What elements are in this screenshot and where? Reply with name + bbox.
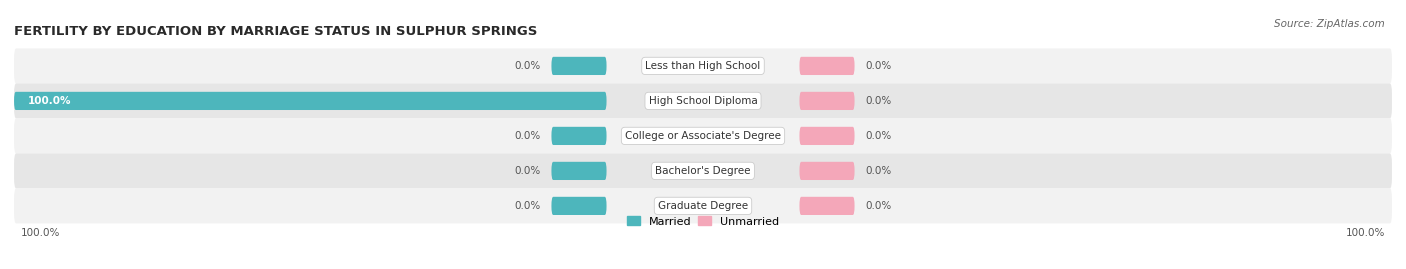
FancyBboxPatch shape [14,92,606,110]
Text: 100.0%: 100.0% [28,96,72,106]
Legend: Married, Unmarried: Married, Unmarried [627,216,779,227]
Text: 0.0%: 0.0% [515,131,541,141]
FancyBboxPatch shape [14,48,1392,83]
FancyBboxPatch shape [800,92,855,110]
Text: 100.0%: 100.0% [21,228,60,238]
Text: FERTILITY BY EDUCATION BY MARRIAGE STATUS IN SULPHUR SPRINGS: FERTILITY BY EDUCATION BY MARRIAGE STATU… [14,24,537,38]
FancyBboxPatch shape [551,162,606,180]
FancyBboxPatch shape [800,162,855,180]
Text: Source: ZipAtlas.com: Source: ZipAtlas.com [1274,19,1385,29]
FancyBboxPatch shape [551,127,606,145]
Text: College or Associate's Degree: College or Associate's Degree [626,131,780,141]
Text: 0.0%: 0.0% [865,96,891,106]
FancyBboxPatch shape [14,153,1392,188]
Text: Bachelor's Degree: Bachelor's Degree [655,166,751,176]
Text: Graduate Degree: Graduate Degree [658,201,748,211]
FancyBboxPatch shape [14,83,1392,118]
Text: 0.0%: 0.0% [515,61,541,71]
FancyBboxPatch shape [800,57,855,75]
Text: Less than High School: Less than High School [645,61,761,71]
Text: 100.0%: 100.0% [1346,228,1385,238]
Text: 0.0%: 0.0% [865,201,891,211]
FancyBboxPatch shape [551,57,606,75]
Text: High School Diploma: High School Diploma [648,96,758,106]
FancyBboxPatch shape [14,118,1392,153]
Text: 0.0%: 0.0% [865,131,891,141]
Text: 0.0%: 0.0% [865,61,891,71]
Text: 0.0%: 0.0% [865,166,891,176]
FancyBboxPatch shape [551,197,606,215]
FancyBboxPatch shape [800,127,855,145]
FancyBboxPatch shape [14,188,1392,223]
Text: 0.0%: 0.0% [515,166,541,176]
Text: 0.0%: 0.0% [515,201,541,211]
FancyBboxPatch shape [800,197,855,215]
